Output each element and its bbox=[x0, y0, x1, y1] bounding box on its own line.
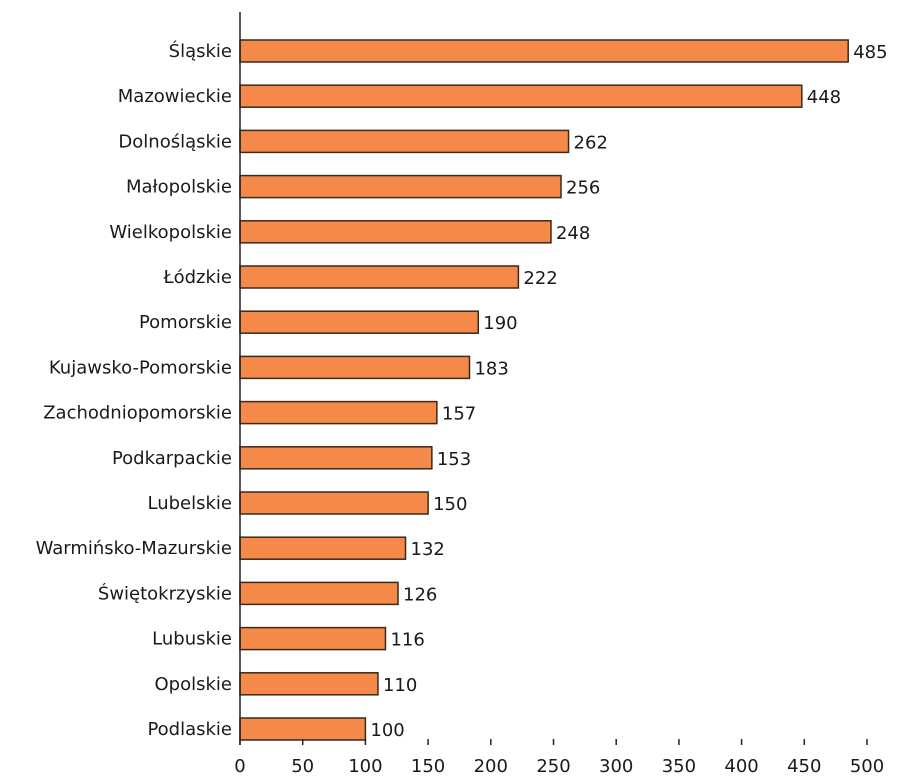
bars-group bbox=[239, 39, 849, 741]
bar-1 bbox=[239, 84, 803, 108]
value-label-8: 157 bbox=[442, 404, 476, 425]
bar-6 bbox=[239, 310, 480, 334]
value-label-6: 190 bbox=[483, 313, 517, 334]
value-label-3: 256 bbox=[566, 178, 600, 199]
x-tick-label-6: 300 bbox=[599, 756, 633, 777]
x-tick-label-4: 200 bbox=[474, 756, 508, 777]
category-label-11: Warmińsko-Mazurskie bbox=[36, 538, 232, 559]
category-label-15: Podlaskie bbox=[147, 719, 232, 740]
bar-8 bbox=[239, 400, 438, 425]
bar-0 bbox=[239, 39, 849, 63]
bar-13 bbox=[239, 626, 387, 651]
category-labels-group: Śląskie Mazowieckie Dolnośląskie Małopolski… bbox=[36, 40, 232, 740]
bar-10 bbox=[239, 491, 429, 515]
x-tick-label-2: 100 bbox=[348, 756, 382, 777]
value-label-7: 183 bbox=[474, 358, 508, 379]
value-label-2: 262 bbox=[574, 132, 608, 153]
category-label-10: Lubelskie bbox=[148, 493, 233, 514]
x-tick-label-5: 250 bbox=[536, 756, 570, 777]
value-label-4: 248 bbox=[556, 223, 590, 244]
bar-4 bbox=[239, 220, 552, 244]
category-label-5: Łódzkie bbox=[162, 267, 232, 288]
value-label-5: 222 bbox=[523, 268, 557, 289]
x-tick-label-8: 400 bbox=[724, 756, 758, 777]
value-labels-group: 485 448 262 256 248 222 190 183 157 153 150 132 126 1… bbox=[370, 42, 887, 741]
category-label-4: Wielkopolskie bbox=[109, 222, 232, 243]
x-tick-label-0: 0 bbox=[234, 756, 245, 777]
category-label-1: Mazowieckie bbox=[118, 86, 232, 107]
bar-12 bbox=[239, 581, 399, 606]
category-label-12: Świętokrzyskie bbox=[98, 582, 232, 604]
x-tick-label-10: 500 bbox=[850, 756, 884, 777]
value-label-13: 116 bbox=[390, 630, 424, 651]
x-tick-label-3: 150 bbox=[411, 756, 445, 777]
category-label-6: Pomorskie bbox=[139, 312, 232, 333]
category-label-8: Zachodniopomorskie bbox=[43, 403, 232, 424]
x-tick-label-7: 350 bbox=[662, 756, 696, 777]
value-label-0: 485 bbox=[853, 42, 887, 63]
category-label-7: Kujawsko-Pomorskie bbox=[49, 357, 232, 378]
value-label-14: 110 bbox=[383, 675, 417, 696]
bar-7 bbox=[239, 355, 471, 380]
category-label-14: Opolskie bbox=[155, 674, 232, 695]
value-label-10: 150 bbox=[433, 494, 467, 515]
x-axis-ticks-group: 0 50 100 150 200 250 300 350 400 450 500 bbox=[234, 739, 884, 777]
value-label-12: 126 bbox=[403, 584, 437, 605]
value-label-1: 448 bbox=[807, 87, 841, 108]
bar-15 bbox=[239, 717, 367, 741]
category-label-13: Lubuskie bbox=[152, 629, 232, 650]
category-label-9: Podkarpackie bbox=[112, 448, 232, 469]
x-tick-label-9: 450 bbox=[787, 756, 821, 777]
category-label-0: Śląskie bbox=[169, 40, 232, 62]
bar-9 bbox=[239, 446, 433, 470]
category-label-3: Małopolskie bbox=[126, 177, 232, 198]
category-label-2: Dolnośląskie bbox=[118, 131, 232, 152]
value-label-15: 100 bbox=[370, 720, 404, 741]
value-label-9: 153 bbox=[437, 449, 471, 470]
bar-11 bbox=[239, 536, 407, 560]
x-tick-label-1: 50 bbox=[291, 756, 314, 777]
bar-2 bbox=[239, 129, 570, 154]
bar-5 bbox=[239, 265, 520, 289]
bar-3 bbox=[239, 174, 562, 199]
bar-14 bbox=[239, 672, 379, 696]
value-label-11: 132 bbox=[411, 539, 445, 560]
